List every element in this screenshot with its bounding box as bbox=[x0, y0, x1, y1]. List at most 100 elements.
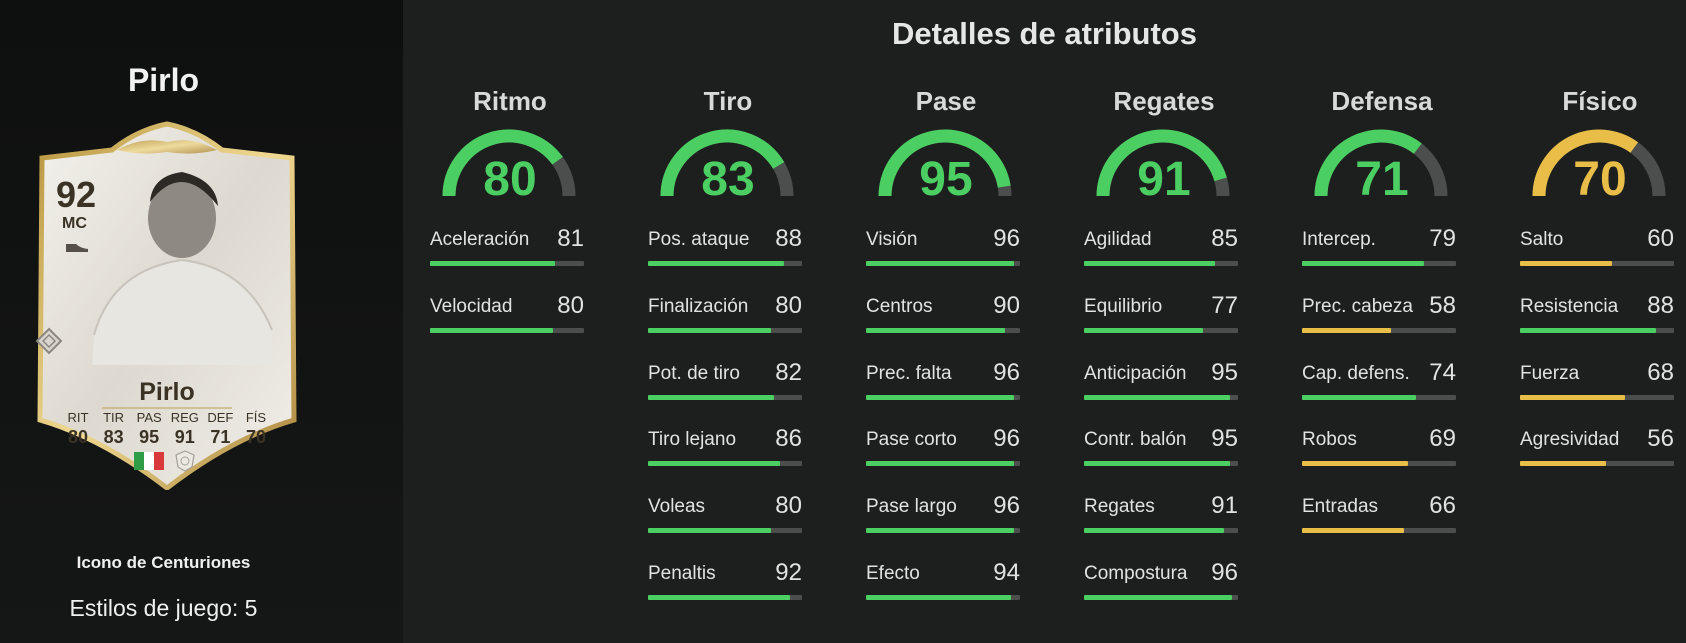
card-type-label: Icono de Centuriones bbox=[76, 553, 251, 572]
player-panel: Pirlo bbox=[0, 0, 403, 643]
category-value: 95 bbox=[919, 153, 973, 206]
attribute-name: Resistencia bbox=[1520, 296, 1619, 317]
attribute-bar-fill bbox=[866, 528, 1014, 533]
player-name: Pirlo bbox=[127, 62, 200, 98]
attribute-value: 66 bbox=[1429, 492, 1456, 519]
attribute-bar-track bbox=[648, 328, 802, 333]
attribute-row: Aceleración 81 bbox=[430, 225, 586, 269]
attribute-bar-fill bbox=[430, 328, 554, 333]
attribute-name: Compostura bbox=[1084, 563, 1188, 584]
gauge-fill bbox=[878, 129, 1011, 197]
attribute-bar-fill bbox=[1084, 595, 1232, 600]
card-stat-label: REG bbox=[170, 410, 199, 425]
attribute-bar-fill bbox=[1084, 328, 1203, 333]
attributes-panel: Detalles de atributos Ritmo 80 Aceleración… bbox=[403, 0, 1686, 643]
attribute-bar-fill bbox=[866, 395, 1014, 400]
attribute-bar-fill bbox=[430, 261, 555, 266]
attribute-value: 96 bbox=[1211, 559, 1238, 586]
category-gauge bbox=[442, 129, 576, 197]
attribute-bar-track bbox=[648, 595, 802, 600]
attribute-name: Intercep. bbox=[1302, 229, 1376, 250]
card-stat-label: TIR bbox=[103, 410, 125, 425]
attribute-value: 92 bbox=[775, 559, 802, 586]
gauge-fill bbox=[1096, 129, 1227, 197]
attribute-value: 96 bbox=[993, 359, 1020, 386]
attribute-bar-track bbox=[1520, 461, 1674, 466]
attribute-value: 77 bbox=[1211, 292, 1238, 319]
attribute-bar-track bbox=[1084, 261, 1238, 266]
attribute-bar-fill bbox=[648, 395, 775, 400]
section-title: Detalles de atributos bbox=[892, 16, 1197, 51]
attribute-row: Anticipación 95 bbox=[1084, 359, 1240, 403]
attribute-value: 58 bbox=[1429, 292, 1456, 319]
attribute-name: Salto bbox=[1520, 229, 1564, 250]
card-stat-value: 95 bbox=[139, 427, 160, 447]
attribute-bar-fill bbox=[1084, 528, 1225, 533]
card-stat-labels: RIT TIR PAS REG DEF FÍS bbox=[62, 410, 272, 425]
card-player-name: Pirlo bbox=[139, 378, 195, 406]
attribute-bar-fill bbox=[1520, 328, 1656, 333]
attribute-name: Cap. defens. bbox=[1302, 363, 1410, 384]
attribute-bar-fill bbox=[1084, 261, 1215, 266]
attribute-name: Prec. cabeza bbox=[1302, 296, 1413, 317]
attribute-name: Agresividad bbox=[1520, 429, 1620, 450]
attribute-name: Fuerza bbox=[1520, 363, 1580, 384]
attribute-bar-fill bbox=[648, 595, 790, 600]
attribute-bar-track bbox=[866, 595, 1020, 600]
attribute-name: Robos bbox=[1302, 429, 1357, 450]
category-value: 80 bbox=[483, 153, 537, 206]
attribute-value: 81 bbox=[557, 225, 584, 252]
attribute-bar-fill bbox=[1520, 395, 1625, 400]
attribute-bar-track bbox=[866, 328, 1020, 333]
attribute-name: Efecto bbox=[866, 563, 920, 584]
attribute-name: Centros bbox=[866, 296, 933, 317]
category-gauge bbox=[878, 129, 1012, 197]
attribute-bar-track bbox=[1302, 528, 1456, 533]
attribute-row: Intercep. 79 bbox=[1302, 225, 1458, 269]
attribute-bar-track bbox=[648, 261, 802, 266]
card-stat-label: RIT bbox=[67, 410, 89, 425]
attribute-bar-fill bbox=[1520, 261, 1613, 266]
attribute-value: 56 bbox=[1647, 425, 1674, 452]
category-value: 71 bbox=[1355, 153, 1409, 206]
attribute-name: Contr. balón bbox=[1084, 429, 1187, 450]
attribute-row: Fuerza 68 bbox=[1520, 359, 1676, 403]
attribute-bar-fill bbox=[648, 328, 772, 333]
attribute-row: Voleas 80 bbox=[648, 492, 804, 536]
attribute-bar-track bbox=[1520, 395, 1674, 400]
player-card[interactable]: 92 MC Pirlo RIT TIR PAS REG DEF FÍS 80 8… bbox=[32, 120, 302, 490]
attribute-bar-fill bbox=[1084, 461, 1231, 466]
attribute-name: Penaltis bbox=[648, 563, 716, 584]
attribute-value: 88 bbox=[775, 225, 802, 252]
attribute-row: Finalización 80 bbox=[648, 292, 804, 336]
attribute-name: Entradas bbox=[1302, 496, 1379, 517]
attribute-value: 85 bbox=[1211, 225, 1238, 252]
attribute-bar-fill bbox=[648, 261, 784, 266]
attribute-bar-track bbox=[866, 395, 1020, 400]
attribute-value: 94 bbox=[993, 559, 1020, 586]
attribute-bar-track bbox=[1520, 261, 1674, 266]
category-gauge bbox=[660, 129, 794, 197]
attribute-bar-track bbox=[1302, 395, 1456, 400]
card-stat-value: 71 bbox=[210, 427, 231, 447]
gauge-fill bbox=[660, 129, 785, 197]
attribute-value: 96 bbox=[993, 492, 1020, 519]
attribute-bar-fill bbox=[1302, 528, 1404, 533]
attribute-value: 96 bbox=[993, 225, 1020, 252]
card-stat-values: 80 83 95 91 71 70 bbox=[62, 427, 272, 448]
card-stat-value: 91 bbox=[174, 427, 195, 447]
attribute-bar-fill bbox=[648, 461, 781, 466]
attribute-name: Voleas bbox=[648, 496, 706, 517]
gauge-fill bbox=[442, 129, 563, 197]
attribute-name: Pot. de tiro bbox=[648, 363, 740, 384]
attribute-value: 80 bbox=[557, 292, 584, 319]
attribute-row: Agresividad 56 bbox=[1520, 425, 1676, 469]
attribute-bar-fill bbox=[1302, 461, 1409, 466]
attribute-value: 95 bbox=[1211, 425, 1238, 452]
attribute-value: 86 bbox=[775, 425, 802, 452]
attribute-value: 91 bbox=[1211, 492, 1238, 519]
attribute-bar-fill bbox=[1520, 461, 1607, 466]
attribute-name: Pase corto bbox=[866, 429, 957, 450]
attribute-value: 88 bbox=[1647, 292, 1674, 319]
attribute-name: Pase largo bbox=[866, 496, 957, 517]
